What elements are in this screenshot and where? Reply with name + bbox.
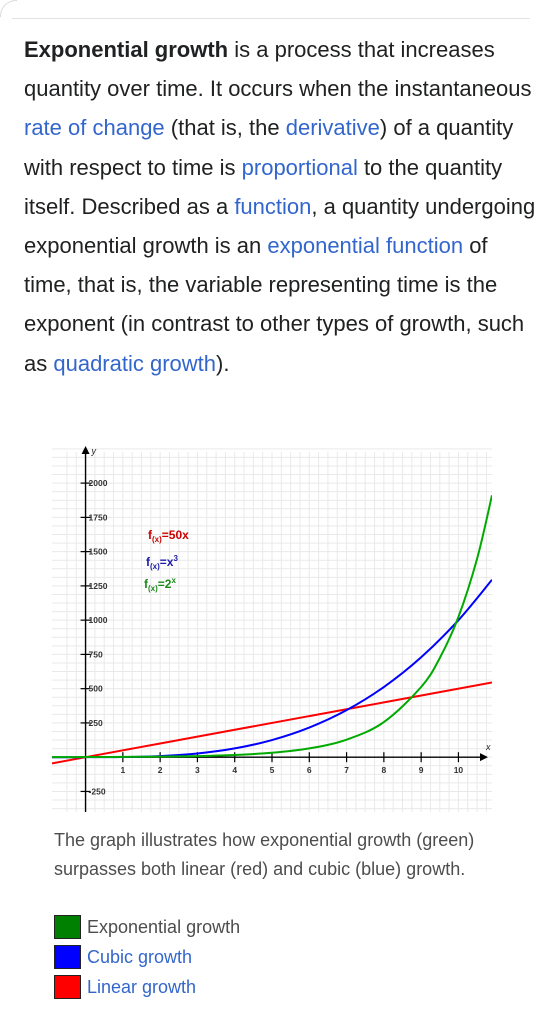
function-label-part: =x xyxy=(160,555,174,569)
x-tick-label: 5 xyxy=(270,765,275,775)
function-label-part: x xyxy=(171,576,176,585)
text-segment: ) of a quantity with respect to time is xyxy=(24,115,514,180)
series-line-exponential xyxy=(52,495,492,759)
y-tick-label: 1500 xyxy=(89,547,108,557)
function-label-part: f xyxy=(144,577,149,591)
function-label-part: f xyxy=(148,528,153,542)
text-segment: (that is, the xyxy=(164,115,286,141)
legend-item-linear: Linear growth xyxy=(54,972,240,1002)
text-segment: , a quantity undergoing exponential grow… xyxy=(24,193,536,259)
x-axis-arrow xyxy=(480,753,488,762)
y-tick-label: 2000 xyxy=(89,478,108,488)
text-segment: to the quantity itself. Described as a xyxy=(24,154,503,219)
x-tick-label: 10 xyxy=(454,765,464,775)
card-corner xyxy=(0,0,17,17)
x-axis-label: x xyxy=(485,742,491,752)
legend-link-cubic-growth[interactable]: Cubic growth xyxy=(87,946,193,967)
link-rate-of-change[interactable]: rate of change xyxy=(24,115,165,141)
x-tick-label: 1 xyxy=(120,765,125,775)
y-tick-label: 250 xyxy=(89,718,103,728)
y-tick-label: 750 xyxy=(89,649,103,659)
x-tick-label: 8 xyxy=(381,765,386,775)
article-paragraph: Exponential growth is a process that inc… xyxy=(24,30,539,383)
y-axis-arrow xyxy=(81,446,90,454)
legend-item-cubic: Cubic growth xyxy=(54,942,240,972)
function-label-part: (x) xyxy=(152,535,162,544)
x-tick-label: 3 xyxy=(195,765,200,775)
function-label-exponential: f(x)=2x xyxy=(144,576,176,593)
chart-series xyxy=(52,495,492,765)
text-segment: ). xyxy=(216,350,230,376)
x-tick-label: 6 xyxy=(307,765,312,775)
legend-link-linear-growth[interactable]: Linear growth xyxy=(87,976,197,997)
top-divider xyxy=(12,18,530,19)
figure-legend: Exponential growth Cubic growth Linear g… xyxy=(54,912,240,1002)
legend-label: Exponential growth xyxy=(87,916,241,937)
link-exponential-function[interactable]: exponential function xyxy=(267,233,464,259)
x-tick-label: 9 xyxy=(419,765,424,775)
text-segment: of time, that is, the variable represent… xyxy=(24,233,525,376)
chart-grid xyxy=(52,448,492,812)
y-axis-label: y xyxy=(91,446,97,456)
term-bold: Exponential growth xyxy=(24,37,229,62)
y-tick-label: 500 xyxy=(89,684,103,694)
function-label-part: =50x xyxy=(162,528,189,542)
function-label-cubic: f(x)=x3 xyxy=(146,554,178,571)
chart-ticks xyxy=(80,482,460,793)
chart-labels: y x 1 2 3 4 5 6 7 8 9 10 -250 250 500 750 1000 1250 1500 17… xyxy=(89,446,491,796)
function-label-linear: f(x)=50x xyxy=(148,528,189,544)
y-tick-label: 1250 xyxy=(89,581,108,591)
function-label-part: f xyxy=(146,555,151,569)
legend-swatch-red xyxy=(54,975,81,999)
x-tick-label: 4 xyxy=(232,765,237,775)
x-tick-label: 7 xyxy=(344,765,349,775)
link-derivative[interactable]: derivative xyxy=(285,115,380,141)
legend-swatch-blue xyxy=(54,945,81,969)
figure-caption: The graph illustrates how exponential gr… xyxy=(54,830,475,879)
link-function[interactable]: function xyxy=(234,193,312,219)
function-label-part: 3 xyxy=(173,554,178,563)
y-tick-label: 1000 xyxy=(89,615,108,625)
legend-swatch-green xyxy=(54,915,81,939)
link-quadratic-growth[interactable]: quadratic growth xyxy=(53,350,217,376)
function-label-part: =2 xyxy=(158,577,172,591)
y-tick-label: -250 xyxy=(89,786,106,796)
text-segment: is a process that increases quantity ove… xyxy=(24,37,532,102)
growth-chart[interactable]: y x 1 2 3 4 5 6 7 8 9 10 -250 250 500 750 1000 1250 1500 17… xyxy=(52,442,492,812)
function-label-part: (x) xyxy=(150,562,160,571)
legend-item-exponential: Exponential growth xyxy=(54,912,240,942)
link-proportional[interactable]: proportional xyxy=(241,154,358,180)
x-tick-label: 2 xyxy=(158,765,163,775)
y-tick-label: 1750 xyxy=(89,512,108,522)
function-label-part: (x) xyxy=(148,584,158,593)
